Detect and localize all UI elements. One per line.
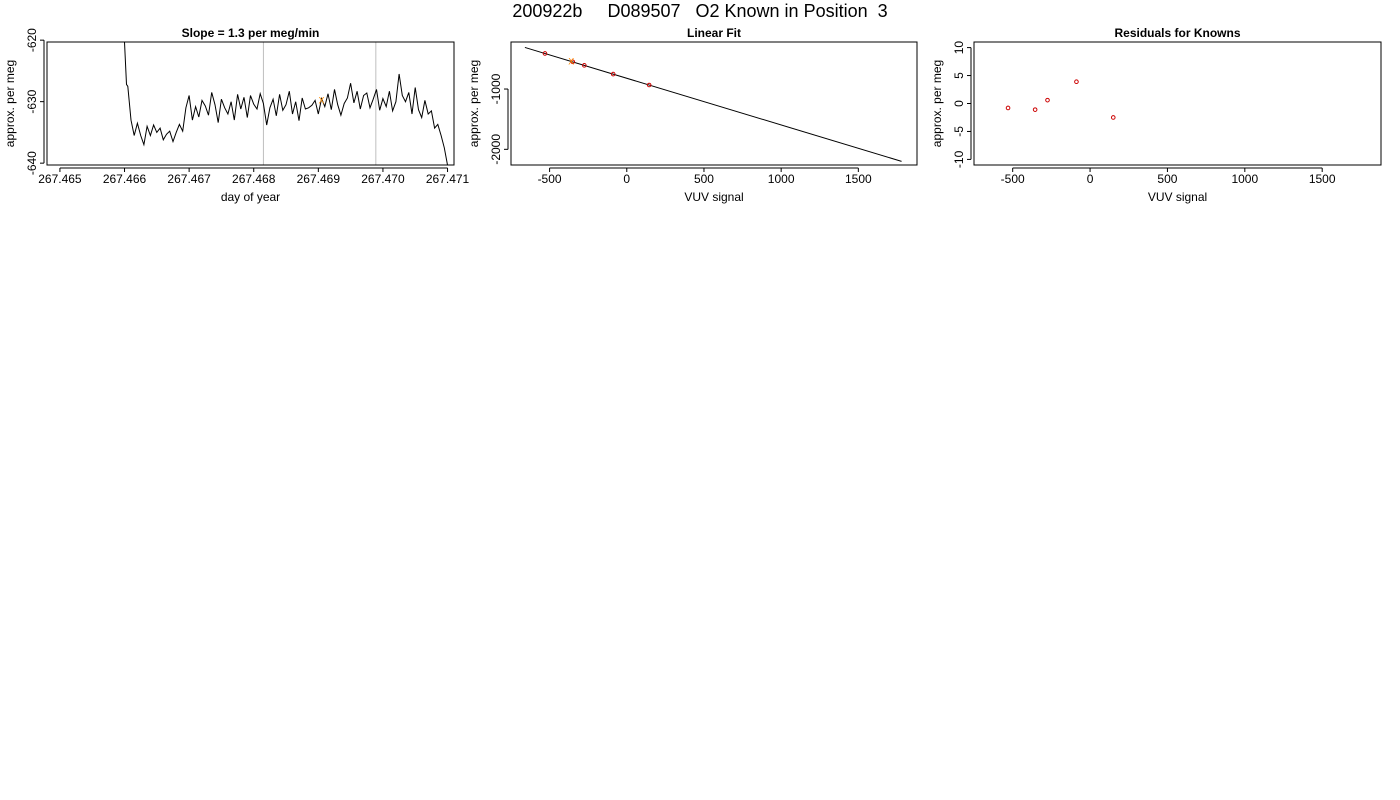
linear-fit-plot-area: X: [524, 46, 902, 162]
timeseries-series-line: [124, 42, 448, 165]
linear-fit-x-tick-label: 0: [623, 172, 630, 186]
linear-fit-x-axis-label: VUV signal: [684, 190, 743, 204]
timeseries-title: Slope = 1.3 per meg/min: [182, 26, 320, 40]
timeseries-y-axis-label: approx. per meg: [3, 60, 17, 147]
timeseries-x-tick-label: 267.465: [38, 172, 82, 186]
timeseries-x-axis-label: day of year: [221, 190, 280, 204]
timeseries-x-tick-label: 267.467: [167, 172, 211, 186]
linear-fit-x-tick-label: -500: [538, 172, 562, 186]
linear-fit-point: [646, 82, 652, 88]
timeseries-plot-area: X: [124, 42, 448, 165]
residuals-y-tick-label: -10: [952, 150, 966, 168]
timeseries-y-tick-label: -630: [25, 89, 39, 113]
linear-fit-x-tick-label: 500: [694, 172, 714, 186]
figure-title: 200922b D089507 O2 Known in Position 3: [512, 1, 888, 21]
timeseries-x-tick-label: 267.471: [426, 172, 470, 186]
residuals-point: [1045, 97, 1050, 103]
residuals-x-tick-label: -500: [1001, 172, 1025, 186]
linear-fit-point: [570, 59, 576, 65]
linear-fit-x-tick-label: 1500: [845, 172, 872, 186]
residuals-x-tick-label: 1500: [1309, 172, 1336, 186]
timeseries-frame: [46, 41, 455, 166]
linear-fit-point: [542, 51, 548, 56]
linear-fit-panel: Linear Fit X -500 0 500 1000 1500 VUV signal -20…: [467, 26, 918, 204]
residuals-x-tick-label: 500: [1157, 172, 1177, 186]
linear-fit-fit-line: [524, 46, 902, 162]
linear-fit-x-tick-label: 1000: [768, 172, 795, 186]
residuals-x-tick-label: 0: [1087, 172, 1094, 186]
residuals-panel: Residuals for Knowns -500 0 500 1000 1500 VUV …: [930, 26, 1382, 204]
residuals-y-tick-label: 10: [952, 41, 966, 55]
timeseries-x-tick-label: 267.468: [232, 172, 276, 186]
linear-fit-y-tick-label: -1000: [489, 73, 503, 104]
timeseries-x-tick-label: 267.466: [103, 172, 147, 186]
residuals-plot-area: [1005, 79, 1116, 120]
linear-fit-frame: [510, 41, 918, 166]
linear-fit-y-tick-label: -2000: [489, 134, 503, 165]
linear-fit-y-axis-label: approx. per meg: [467, 60, 481, 147]
residuals-point: [1005, 105, 1011, 111]
residuals-x-tick-label: 1000: [1231, 172, 1258, 186]
residuals-y-tick-label: 0: [952, 100, 966, 107]
timeseries-y-tick-label: -620: [25, 28, 39, 52]
linear-fit-point: [610, 71, 616, 77]
residuals-point: [1110, 115, 1116, 120]
residuals-y-axis-label: approx. per meg: [930, 60, 944, 147]
timeseries-y-tick-label: -640: [25, 151, 39, 175]
residuals-point: [1074, 79, 1079, 84]
linear-fit-point: [582, 63, 587, 68]
residuals-frame: [973, 41, 1382, 166]
residuals-y-tick-label: 5: [952, 72, 966, 79]
residuals-title: Residuals for Knowns: [1114, 26, 1240, 40]
linear-fit-title: Linear Fit: [687, 26, 741, 40]
residuals-x-axis-label: VUV signal: [1148, 190, 1207, 204]
timeseries-panel: Slope = 1.3 per meg/min X 267.465 267.466 26…: [3, 26, 470, 204]
residuals-y-tick-label: -5: [952, 126, 966, 137]
linear-fit-highlight-marker: X: [568, 57, 574, 67]
timeseries-highlight-marker: X: [319, 95, 325, 105]
timeseries-x-tick-label: 267.470: [361, 172, 405, 186]
timeseries-x-tick-label: 267.469: [297, 172, 341, 186]
residuals-point: [1032, 107, 1038, 112]
